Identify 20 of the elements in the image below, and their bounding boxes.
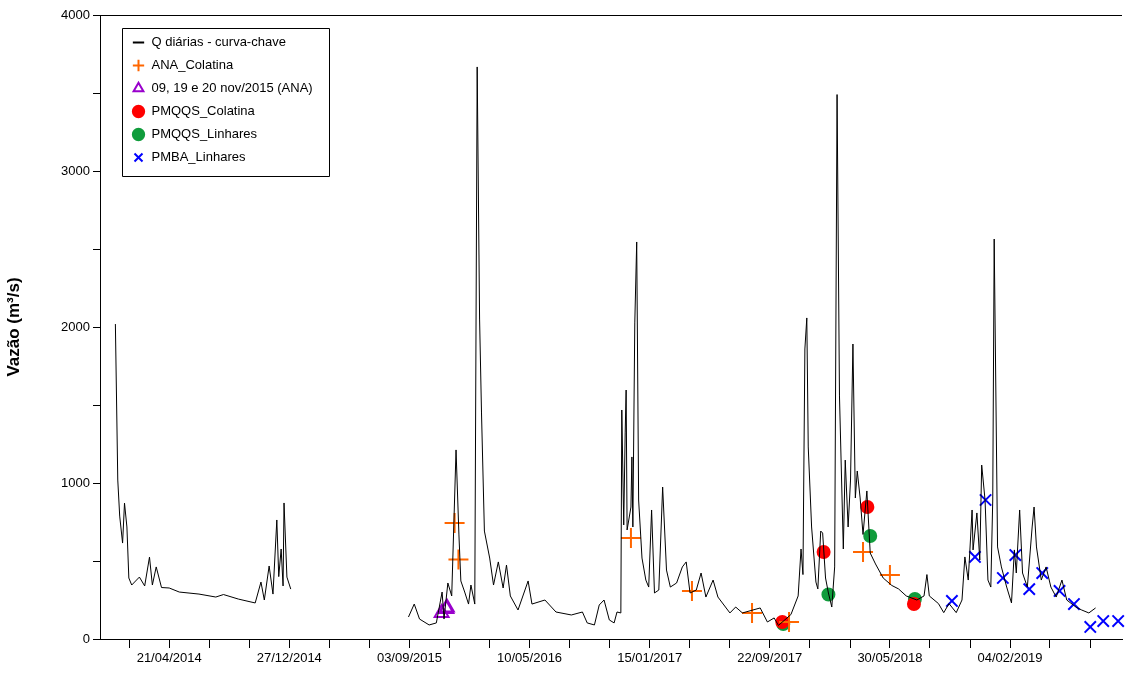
y-tick-label: 4000 <box>61 6 90 22</box>
x-tick-label: 03/09/2015 <box>376 650 442 666</box>
legend-label: ANA_Colatina <box>151 57 234 73</box>
x-tick-label: 30/05/2018 <box>857 650 923 666</box>
y-tick-label: 3000 <box>61 162 90 178</box>
x-tick-label: 15/01/2017 <box>617 650 683 666</box>
legend-label: PMBA_Linhares <box>151 149 246 165</box>
legend-label: PMQQS_Linhares <box>151 126 258 142</box>
y-tick-label: 0 <box>82 630 90 646</box>
x-tick-label: 27/12/2014 <box>256 650 322 666</box>
legend-label: 09, 19 e 20 nov/2015 (ANA) <box>151 80 313 96</box>
y-tick-label: 1000 <box>61 474 90 490</box>
x-tick-label: 10/05/2016 <box>497 650 563 666</box>
legend-label: Q diárias - curva-chave <box>151 34 286 50</box>
y-tick-label: 2000 <box>61 318 90 334</box>
x-tick-label: 04/02/2019 <box>977 650 1043 666</box>
y-axis-title: Vazão (m³/s) <box>3 277 23 377</box>
x-tick-label: 21/04/2014 <box>136 650 202 666</box>
legend-label: PMQQS_Colatina <box>151 103 256 119</box>
x-tick-label: 22/09/2017 <box>737 650 803 666</box>
